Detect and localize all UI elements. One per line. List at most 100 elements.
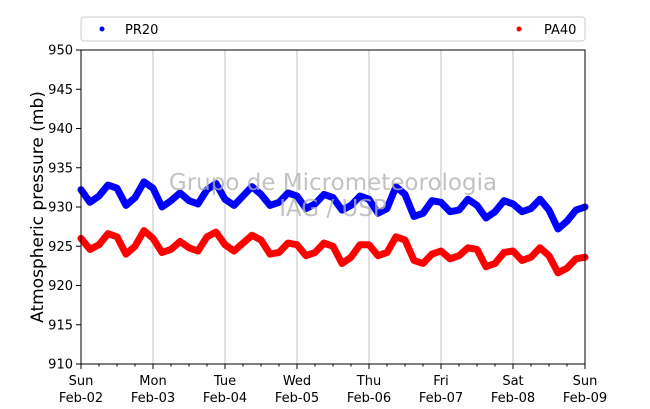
series-pa40-point bbox=[123, 251, 129, 258]
series-pa40-point bbox=[294, 241, 300, 248]
series-pr20-point bbox=[474, 202, 480, 209]
series-pa40-point bbox=[438, 247, 444, 254]
series-pr20-point bbox=[330, 194, 336, 201]
x-tick-label-day: Tue bbox=[213, 374, 236, 389]
series-pr20-point bbox=[564, 218, 570, 225]
series-pa40-point bbox=[465, 244, 471, 251]
series-pa40-point bbox=[357, 241, 363, 248]
series-pr20-point bbox=[105, 182, 111, 189]
legend-marker-pr20 bbox=[99, 26, 105, 32]
series-pr20-point bbox=[168, 197, 174, 204]
series-pr20-point bbox=[555, 225, 561, 232]
data-series bbox=[77, 178, 589, 277]
x-tick-label-day: Sat bbox=[502, 374, 523, 389]
series-pr20-point bbox=[492, 208, 498, 215]
series-pr20-point bbox=[483, 214, 489, 221]
watermark-line-1: Grupo de Micrometeorologia bbox=[169, 170, 497, 196]
x-tick-label-date: Feb-05 bbox=[275, 391, 319, 406]
series-pa40-point bbox=[222, 241, 228, 248]
series-pa40-point bbox=[384, 249, 390, 256]
series-pr20-point bbox=[159, 204, 165, 210]
series-pr20-point bbox=[213, 180, 219, 187]
series-pa40-point bbox=[168, 246, 174, 253]
x-tick-label-date: Feb-04 bbox=[203, 391, 247, 406]
series-pa40-point bbox=[447, 255, 453, 262]
watermark-line-2: IAG / USP bbox=[279, 196, 387, 222]
series-pa40-point bbox=[213, 229, 219, 236]
series-pr20-point bbox=[96, 193, 102, 200]
series-pr20-point bbox=[465, 196, 471, 203]
series-pa40-point bbox=[159, 249, 165, 256]
series-pr20-point bbox=[150, 185, 156, 192]
y-tick-label: 925 bbox=[48, 240, 73, 255]
series-pr20-point bbox=[573, 207, 579, 214]
series-pa40-point bbox=[195, 247, 201, 254]
series-pa40-point bbox=[564, 265, 570, 272]
series-pa40-point bbox=[240, 240, 246, 247]
series-pa40-point bbox=[348, 254, 354, 261]
series-pa40-point bbox=[375, 252, 381, 259]
x-axis: Sun Feb-02 Mon Feb-03 Tue Feb-04 Wed Feb-05 Thu F… bbox=[59, 364, 607, 406]
series-pa40-point bbox=[474, 246, 480, 253]
y-axis-label: Atmospheric pressure (mb) bbox=[28, 91, 48, 323]
series-pr20-point bbox=[339, 207, 345, 214]
x-tick-label-date: Feb-03 bbox=[131, 391, 175, 406]
series-pa40-point bbox=[573, 255, 579, 262]
series-pr20-point bbox=[114, 185, 120, 192]
series-pa40-point bbox=[429, 251, 435, 258]
series-pr20-point bbox=[141, 178, 147, 185]
series-pa40-point bbox=[258, 236, 264, 243]
x-tick-label-day: Sun bbox=[69, 374, 94, 389]
series-pa40-point bbox=[519, 257, 525, 264]
series-pr20-point bbox=[447, 208, 453, 215]
series-pr20-point bbox=[267, 202, 273, 209]
series-pr20-point bbox=[303, 205, 309, 212]
series-pa40-point bbox=[321, 240, 327, 247]
y-tick-label: 940 bbox=[48, 122, 73, 137]
series-pr20-point bbox=[321, 191, 327, 198]
series-pr20-point bbox=[186, 197, 192, 204]
series-pr20-point bbox=[429, 197, 435, 204]
series-pa40-point bbox=[186, 244, 192, 251]
legend-box bbox=[80, 16, 586, 42]
y-axis: 910 915 920 925 930 935 940 945 950 bbox=[48, 44, 81, 373]
series-pr20-point bbox=[393, 183, 399, 190]
series-pr20-point bbox=[87, 199, 93, 206]
series-pr20-point bbox=[366, 196, 372, 203]
legend-label-pr20: PR20 bbox=[125, 23, 158, 38]
series-pa40-point bbox=[483, 263, 489, 270]
series-pa40-point bbox=[411, 257, 417, 264]
y-tick-label: 945 bbox=[48, 83, 73, 98]
series-pr20-point bbox=[546, 207, 552, 214]
x-tick-label-date: Feb-09 bbox=[563, 391, 607, 406]
series-pr20-point bbox=[375, 210, 381, 217]
x-tick-label-day: Thu bbox=[356, 374, 381, 389]
x-tick-label-date: Feb-02 bbox=[59, 391, 103, 406]
y-tick-label: 930 bbox=[48, 201, 73, 216]
legend: PR20 PA40 bbox=[80, 16, 586, 42]
x-tick-label-day: Mon bbox=[139, 374, 166, 389]
x-tick-label-day: Fri bbox=[433, 374, 449, 389]
series-pr20-point bbox=[501, 197, 507, 204]
y-tick-label: 910 bbox=[48, 358, 73, 373]
x-tick-label-day: Wed bbox=[283, 374, 311, 389]
series-pr20-point bbox=[384, 205, 390, 212]
series-pr20-point bbox=[177, 189, 183, 196]
series-pr20-point bbox=[258, 191, 264, 198]
series-pa40-point bbox=[555, 269, 561, 276]
series-pa40-point bbox=[249, 232, 255, 239]
series-pr20-point bbox=[132, 194, 138, 201]
series-pa40-point bbox=[141, 227, 147, 234]
series-pr20-point bbox=[402, 191, 408, 198]
series-pr20-point bbox=[357, 193, 363, 200]
series-pa40-point bbox=[285, 240, 291, 247]
series-pr20-point bbox=[240, 193, 246, 200]
y-tick-label: 920 bbox=[48, 279, 73, 294]
series-pr20-point bbox=[249, 183, 255, 190]
series-pa40-point bbox=[204, 233, 210, 240]
series-pr20-point bbox=[222, 196, 228, 203]
x-tick-label-day: Sun bbox=[573, 374, 598, 389]
series-pa40-point bbox=[420, 260, 426, 267]
y-tick-label: 915 bbox=[48, 318, 73, 333]
legend-label-pa40: PA40 bbox=[544, 23, 576, 38]
